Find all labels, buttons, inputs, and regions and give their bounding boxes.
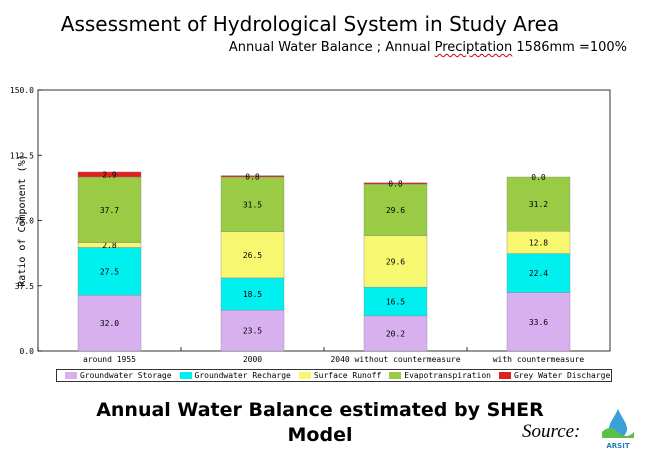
bar-data-label: 22.4 <box>529 269 548 278</box>
bar-segment <box>77 295 142 352</box>
bar-data-label: 0.8 <box>245 172 260 181</box>
legend-label: Evapotranspiration <box>404 371 491 380</box>
legend-swatch <box>65 372 77 379</box>
legend-swatch <box>179 372 192 379</box>
subtitle-prefix: Annual Water Balance ; Annual <box>228 40 435 55</box>
x-tick-label: around 1955 <box>83 355 136 364</box>
y-axis-label: Ratio of Component (%) <box>17 154 28 286</box>
bar-segment <box>506 292 571 352</box>
subtitle-underlined-word: Preciptation <box>434 40 513 55</box>
bar-data-label: 20.2 <box>386 329 405 338</box>
y-tick-label: 112.5 <box>10 151 34 160</box>
source-label: Source: <box>522 421 581 442</box>
page-title: Assessment of Hydrological System in Stu… <box>60 12 560 36</box>
bar-segment <box>363 286 428 317</box>
bar-data-label: 31.2 <box>529 200 548 209</box>
legend-swatch <box>498 372 511 379</box>
legend-label: Groundwater Storage <box>80 371 172 380</box>
stacked-bar-chart: 0.0 37.5 75.0 112.5 150.0 Ratio of Component … <box>10 86 611 364</box>
x-tick-label: 2040 without countermeasure <box>330 355 460 364</box>
bar-segment <box>506 176 571 232</box>
bar-data-label: 27.5 <box>100 267 119 276</box>
figure-caption: Annual Water Balance estimated by SHER M… <box>0 398 640 448</box>
legend-swatch <box>389 372 402 379</box>
x-tick-label: 2000 <box>243 355 262 364</box>
bar-data-label: 18.5 <box>243 290 262 299</box>
bar-data-label: 26.5 <box>243 251 262 260</box>
bar-data-label: 2.9 <box>102 170 117 179</box>
bar-data-label: 2.8 <box>102 241 117 250</box>
bar-segment <box>363 315 428 352</box>
bar-data-label: 29.6 <box>386 257 405 266</box>
legend-item: Grey Water Discharge <box>491 371 610 380</box>
y-tick-label: 150.0 <box>10 86 34 95</box>
bar-data-label: 33.6 <box>529 318 548 327</box>
bar-data-label: 16.5 <box>386 297 405 306</box>
bar-segment <box>363 183 428 236</box>
legend-label: Grey Water Discharge <box>513 371 611 380</box>
legend-swatch <box>298 372 311 379</box>
bar-data-label: 31.5 <box>243 200 262 209</box>
bar-segment <box>77 247 142 296</box>
bar-segment <box>220 277 285 311</box>
subtitle-suffix: 1586mm =100% <box>512 40 627 55</box>
bar-segment <box>363 182 428 185</box>
chart-subtitle: Annual Water Balance ; Annual Preciptati… <box>229 40 627 55</box>
chart-legend: Groundwater Storage Groundwater Recharge S… <box>56 369 612 382</box>
bar-segment <box>363 235 428 288</box>
y-tick-label: 75.0 <box>15 217 34 226</box>
x-tick-label: with countermeasure <box>493 355 585 364</box>
bar-segment <box>77 176 142 243</box>
arsit-logo: ARSIT <box>600 406 636 454</box>
bar-data-label: 37.7 <box>100 206 119 215</box>
bar-data-label: 12.8 <box>529 238 548 247</box>
caption-line-2: Model <box>287 424 353 446</box>
legend-label: Surface Runoff <box>313 371 382 380</box>
y-tick-label: 37.5 <box>15 282 34 291</box>
caption-line-1: Annual Water Balance estimated by SHER <box>96 399 544 421</box>
bar-segment <box>220 176 285 233</box>
y-tick-label: 0.0 <box>20 347 35 356</box>
legend-item: Groundwater Storage <box>57 371 172 380</box>
legend-item: Groundwater Recharge <box>172 371 291 380</box>
legend-item: Evapotranspiration <box>381 371 491 380</box>
bar-segment <box>77 171 142 178</box>
bar-data-label: 0.0 <box>531 173 546 182</box>
legend-item: Surface Runoff <box>291 371 381 380</box>
bar-data-label: 23.5 <box>243 327 262 336</box>
bar-segment <box>506 253 571 293</box>
bar-segment <box>220 175 285 178</box>
bar-data-label: 0.8 <box>388 179 403 188</box>
bar-segment <box>220 231 285 279</box>
bar-data-label: 29.6 <box>386 206 405 215</box>
legend-label: Groundwater Recharge <box>194 371 291 380</box>
logo-text: ARSIT <box>606 442 630 450</box>
bar-data-label: 32.0 <box>100 319 119 328</box>
bar-segment <box>220 309 285 352</box>
water-drop-icon <box>602 409 634 438</box>
